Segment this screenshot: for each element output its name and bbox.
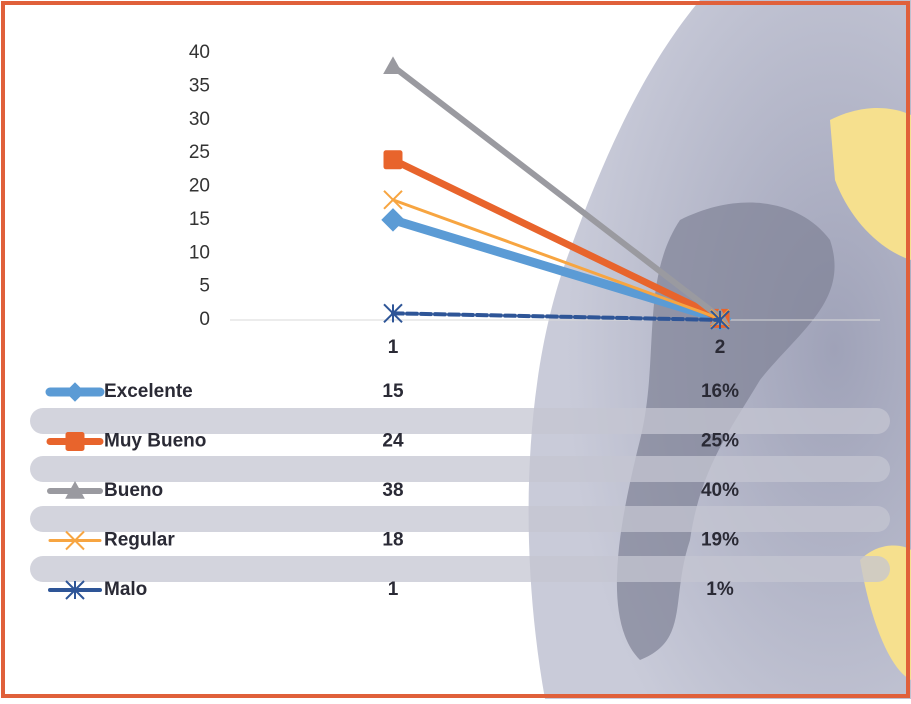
y-tick-label: 30 [189,109,210,130]
series-line [391,311,722,322]
table-value: 24 [382,431,404,452]
legend-label: Malo [104,579,147,600]
x-tick-label: 1 [388,337,399,358]
marker [383,190,403,210]
x-tick-label: 2 [715,337,726,358]
y-tick-label: 40 [189,42,210,63]
y-tick-label: 0 [199,309,210,330]
legend-label: Muy Bueno [104,431,206,452]
y-tick-label: 25 [189,142,210,163]
table-value: 25% [701,431,739,452]
legend-marker [65,382,85,402]
legend-marker [65,530,85,551]
table-value: 1% [706,579,734,600]
y-tick-label: 20 [189,176,210,197]
marker [710,310,730,330]
table-value: 40% [701,480,739,501]
marker [383,303,403,324]
y-tick-label: 35 [189,75,210,96]
legend-label: Excelente [104,381,193,402]
y-tick-label: 5 [199,276,210,297]
table-bands [30,408,890,582]
table-value: 16% [701,381,739,402]
legend-marker [65,480,85,499]
legend-label: Regular [104,530,175,551]
series-line [391,198,722,321]
table-value: 1 [388,579,399,600]
table-value: 15 [382,381,404,402]
marker [381,208,405,232]
marker [383,150,403,170]
marker [383,56,403,75]
legend-marker [65,432,85,451]
series-line [388,215,725,324]
y-tick-label: 10 [189,242,210,263]
table-value: 18 [382,530,403,551]
legend-label: Bueno [104,480,163,501]
globe-land [830,108,911,261]
series-line [390,63,723,321]
table-value: 19% [701,530,739,551]
table-value: 38 [382,480,403,501]
y-tick-label: 15 [189,209,210,230]
series-line [389,156,724,322]
legend-marker [65,580,85,600]
